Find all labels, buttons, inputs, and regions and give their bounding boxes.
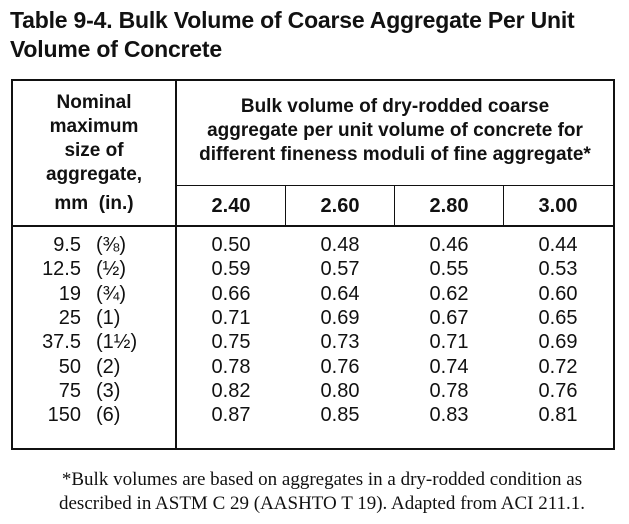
size-header-line: Nominal <box>56 92 132 113</box>
fm-divider <box>394 185 395 225</box>
size-in-cell: (1) <box>96 306 121 329</box>
value-cell: 0.81 <box>538 404 578 427</box>
value-cell: 0.59 <box>211 258 251 281</box>
table-title: Table 9-4. Bulk Volume of Coarse Aggrega… <box>10 7 575 62</box>
value-cell: 0.76 <box>320 355 360 378</box>
value-cell: 0.46 <box>429 234 469 256</box>
size-in-cell: (½) <box>96 258 126 281</box>
value-cell: 0.62 <box>429 282 469 305</box>
size-in-cell: (1½) <box>96 331 138 354</box>
group-header-line: aggregate per unit volume of concrete fo… <box>207 120 583 141</box>
size-header-line: maximum <box>49 116 139 137</box>
value-cell: 0.55 <box>429 258 469 281</box>
group-header: Bulk volume of dry-rodded coarse aggrega… <box>177 95 613 167</box>
size-mm-cell: 50 <box>58 355 81 378</box>
fm-header: 2.40 <box>211 195 251 217</box>
value-cell: 0.69 <box>538 331 578 354</box>
size-mm-cell: 75 <box>58 379 81 402</box>
footnote: *Bulk volumes are based on aggregates in… <box>22 468 622 516</box>
fm-divider <box>503 185 504 225</box>
value-cell: 0.48 <box>320 234 360 256</box>
size-header-in: (in.) <box>98 193 134 214</box>
value-cell: 0.65 <box>538 306 578 329</box>
size-header-mm: mm <box>54 193 89 214</box>
value-cell: 0.72 <box>538 355 578 378</box>
size-mm-cell: 19 <box>58 282 81 305</box>
value-cell: 0.76 <box>538 379 578 402</box>
size-in-cell: (2) <box>96 355 121 378</box>
value-cell: 0.78 <box>429 379 469 402</box>
value-cell: 0.64 <box>320 282 360 305</box>
value-cell: 0.71 <box>211 306 251 329</box>
header-bottom-rule <box>13 225 613 227</box>
fm-divider <box>285 185 286 225</box>
value-cell: 0.78 <box>211 355 251 378</box>
column-divider <box>175 81 177 448</box>
value-cell: 0.57 <box>320 258 360 281</box>
value-cell: 0.67 <box>429 306 469 329</box>
value-cell: 0.66 <box>211 282 251 305</box>
value-cell: 0.71 <box>429 331 469 354</box>
data-table: Nominal maximum size of aggregate, mm (i… <box>11 79 615 450</box>
fm-header: 3.00 <box>538 195 578 217</box>
value-cell: 0.60 <box>538 282 578 305</box>
size-header: Nominal maximum size of aggregate, <box>13 91 175 187</box>
value-cell: 0.74 <box>429 355 469 378</box>
value-cell: 0.50 <box>211 234 251 256</box>
fm-header: 2.60 <box>320 195 360 217</box>
size-header-line: aggregate, <box>45 164 143 185</box>
value-cell: 0.44 <box>538 234 578 256</box>
footnote-line: described in ASTM C 29 (AASHTO T 19). Ad… <box>59 493 585 514</box>
size-in-cell: (3) <box>96 379 121 402</box>
size-mm-cell: 37.5 <box>42 331 81 354</box>
group-header-line: Bulk volume of dry-rodded coarse <box>240 96 550 117</box>
size-header-line: size of <box>64 140 124 161</box>
size-in-cell: (6) <box>96 404 121 427</box>
value-cell: 0.73 <box>320 331 360 354</box>
value-cell: 0.82 <box>211 379 251 402</box>
size-in-cell: (¾) <box>96 282 126 305</box>
group-header-rule <box>177 185 613 186</box>
size-mm-cell: 12.5 <box>42 258 81 281</box>
size-mm-cell: 25 <box>58 306 81 329</box>
value-cell: 0.75 <box>211 331 251 354</box>
value-cell: 0.85 <box>320 404 360 427</box>
size-mm-cell: 150 <box>47 404 81 427</box>
size-mm-cell: 9.5 <box>53 234 81 256</box>
size-in-cell: (⅜) <box>96 234 126 256</box>
value-cell: 0.80 <box>320 379 360 402</box>
size-header-units: mm (in.) <box>13 192 175 216</box>
group-header-line: different fineness moduli of fine aggreg… <box>199 144 591 165</box>
value-cell: 0.69 <box>320 306 360 329</box>
value-cell: 0.83 <box>429 404 469 427</box>
fm-header: 2.80 <box>429 195 469 217</box>
footnote-line: *Bulk volumes are based on aggregates in… <box>61 469 583 490</box>
value-cell: 0.87 <box>211 404 251 427</box>
value-cell: 0.53 <box>538 258 578 281</box>
